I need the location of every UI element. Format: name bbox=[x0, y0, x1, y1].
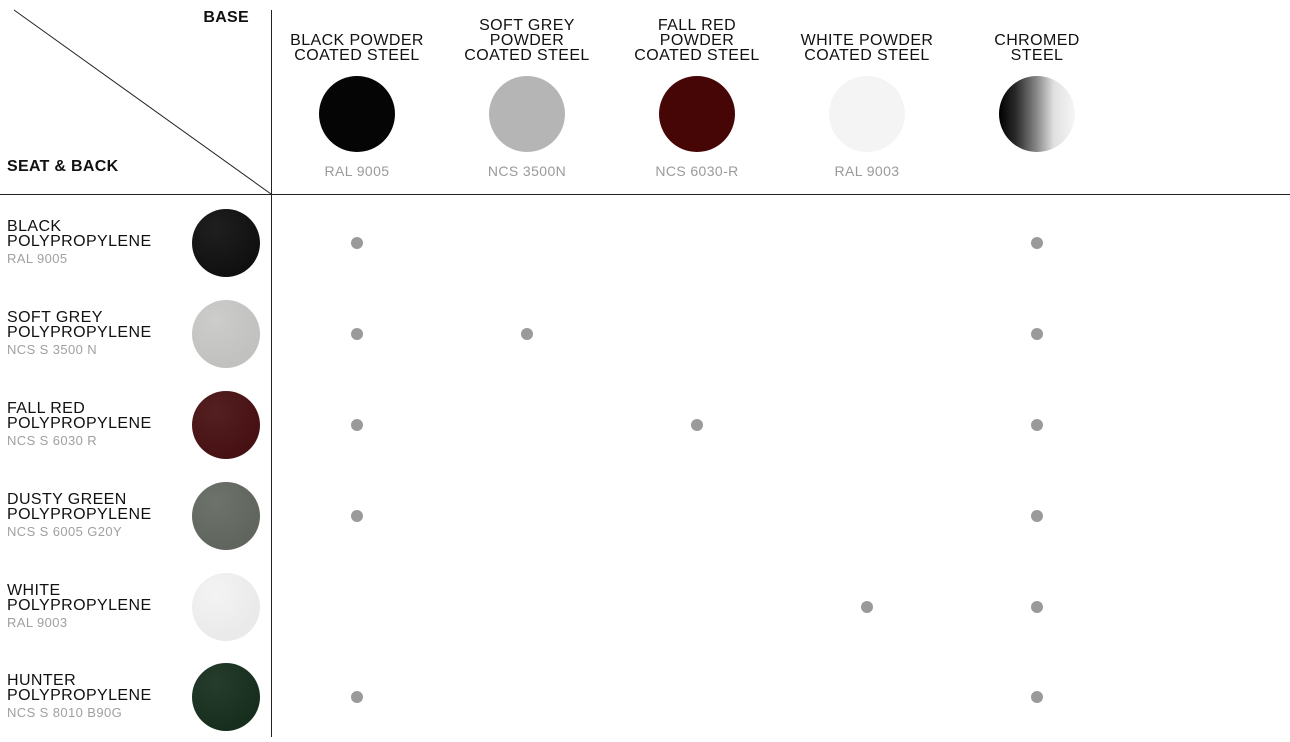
base-axis-label: BASE bbox=[203, 9, 249, 26]
base-name: SOFT GREY POWDER COATED STEEL bbox=[464, 17, 590, 64]
seat-color-swatch bbox=[192, 209, 260, 277]
base-color-swatch bbox=[319, 76, 395, 152]
corner-diagonal-line bbox=[13, 9, 272, 195]
seat-color-swatch bbox=[192, 300, 260, 368]
seat-color-code: NCS S 6030 R bbox=[7, 433, 98, 448]
header-horizontal-divider bbox=[0, 194, 1290, 195]
base-name: BLACK POWDER COATED STEEL bbox=[290, 32, 424, 64]
availability-dot bbox=[1031, 419, 1043, 431]
base-color-swatch bbox=[659, 76, 735, 152]
seat-color-code: RAL 9005 bbox=[7, 251, 68, 266]
seat-color-swatch bbox=[192, 391, 260, 459]
availability-dot bbox=[1031, 691, 1043, 703]
base-color-swatch bbox=[999, 76, 1075, 152]
seat-color-swatch bbox=[192, 663, 260, 731]
availability-dot bbox=[351, 691, 363, 703]
seat-row-dusty-green-polypropylene: DUSTY GREEN POLYPROPYLENE NCS S 6005 G20Y bbox=[0, 471, 1290, 561]
seat-name: BLACK POLYPROPYLENE bbox=[7, 218, 152, 250]
seat-row-black-polypropylene: BLACK POLYPROPYLENE RAL 9005 bbox=[0, 198, 1290, 288]
header-vertical-divider bbox=[271, 10, 272, 737]
base-color-swatch bbox=[829, 76, 905, 152]
availability-dot bbox=[351, 419, 363, 431]
base-color-code: NCS 3500N bbox=[487, 163, 567, 179]
availability-dot bbox=[1031, 601, 1043, 613]
seat-back-axis-label: SEAT & BACK bbox=[7, 158, 119, 175]
seat-name: HUNTER POLYPROPYLENE bbox=[7, 672, 152, 704]
seat-name: SOFT GREY POLYPROPYLENE bbox=[7, 309, 152, 341]
seat-color-code: RAL 9003 bbox=[7, 615, 68, 630]
availability-dot bbox=[521, 328, 533, 340]
availability-dot bbox=[351, 328, 363, 340]
base-color-code: RAL 9003 bbox=[834, 163, 900, 179]
base-name: FALL RED POWDER COATED STEEL bbox=[634, 17, 760, 64]
seat-row-hunter-polypropylene: HUNTER POLYPROPYLENE NCS S 8010 B90G bbox=[0, 652, 1290, 742]
base-color-code: NCS 6030-R bbox=[655, 163, 739, 179]
seat-row-fall-red-polypropylene: FALL RED POLYPROPYLENE NCS S 6030 R bbox=[0, 380, 1290, 470]
seat-name: WHITE POLYPROPYLENE bbox=[7, 582, 152, 614]
base-name: CHROMED STEEL bbox=[994, 32, 1080, 64]
base-name: WHITE POWDER COATED STEEL bbox=[800, 32, 934, 64]
availability-dot bbox=[691, 419, 703, 431]
availability-dot bbox=[351, 510, 363, 522]
availability-dot bbox=[1031, 328, 1043, 340]
seat-color-code: NCS S 8010 B90G bbox=[7, 705, 123, 720]
availability-dot bbox=[1031, 510, 1043, 522]
base-color-code: RAL 9005 bbox=[324, 163, 390, 179]
base-color-swatch bbox=[489, 76, 565, 152]
availability-dot bbox=[1031, 237, 1043, 249]
seat-color-code: NCS S 3500 N bbox=[7, 342, 98, 357]
seat-color-swatch bbox=[192, 482, 260, 550]
seat-row-soft-grey-polypropylene: SOFT GREY POLYPROPYLENE NCS S 3500 N bbox=[0, 289, 1290, 379]
availability-dot bbox=[861, 601, 873, 613]
availability-dot bbox=[351, 237, 363, 249]
seat-color-code: NCS S 6005 G20Y bbox=[7, 524, 123, 539]
seat-name: FALL RED POLYPROPYLENE bbox=[7, 400, 152, 432]
seat-name: DUSTY GREEN POLYPROPYLENE bbox=[7, 491, 152, 523]
seat-row-white-polypropylene: WHITE POLYPROPYLENE RAL 9003 bbox=[0, 562, 1290, 652]
seat-color-swatch bbox=[192, 573, 260, 641]
